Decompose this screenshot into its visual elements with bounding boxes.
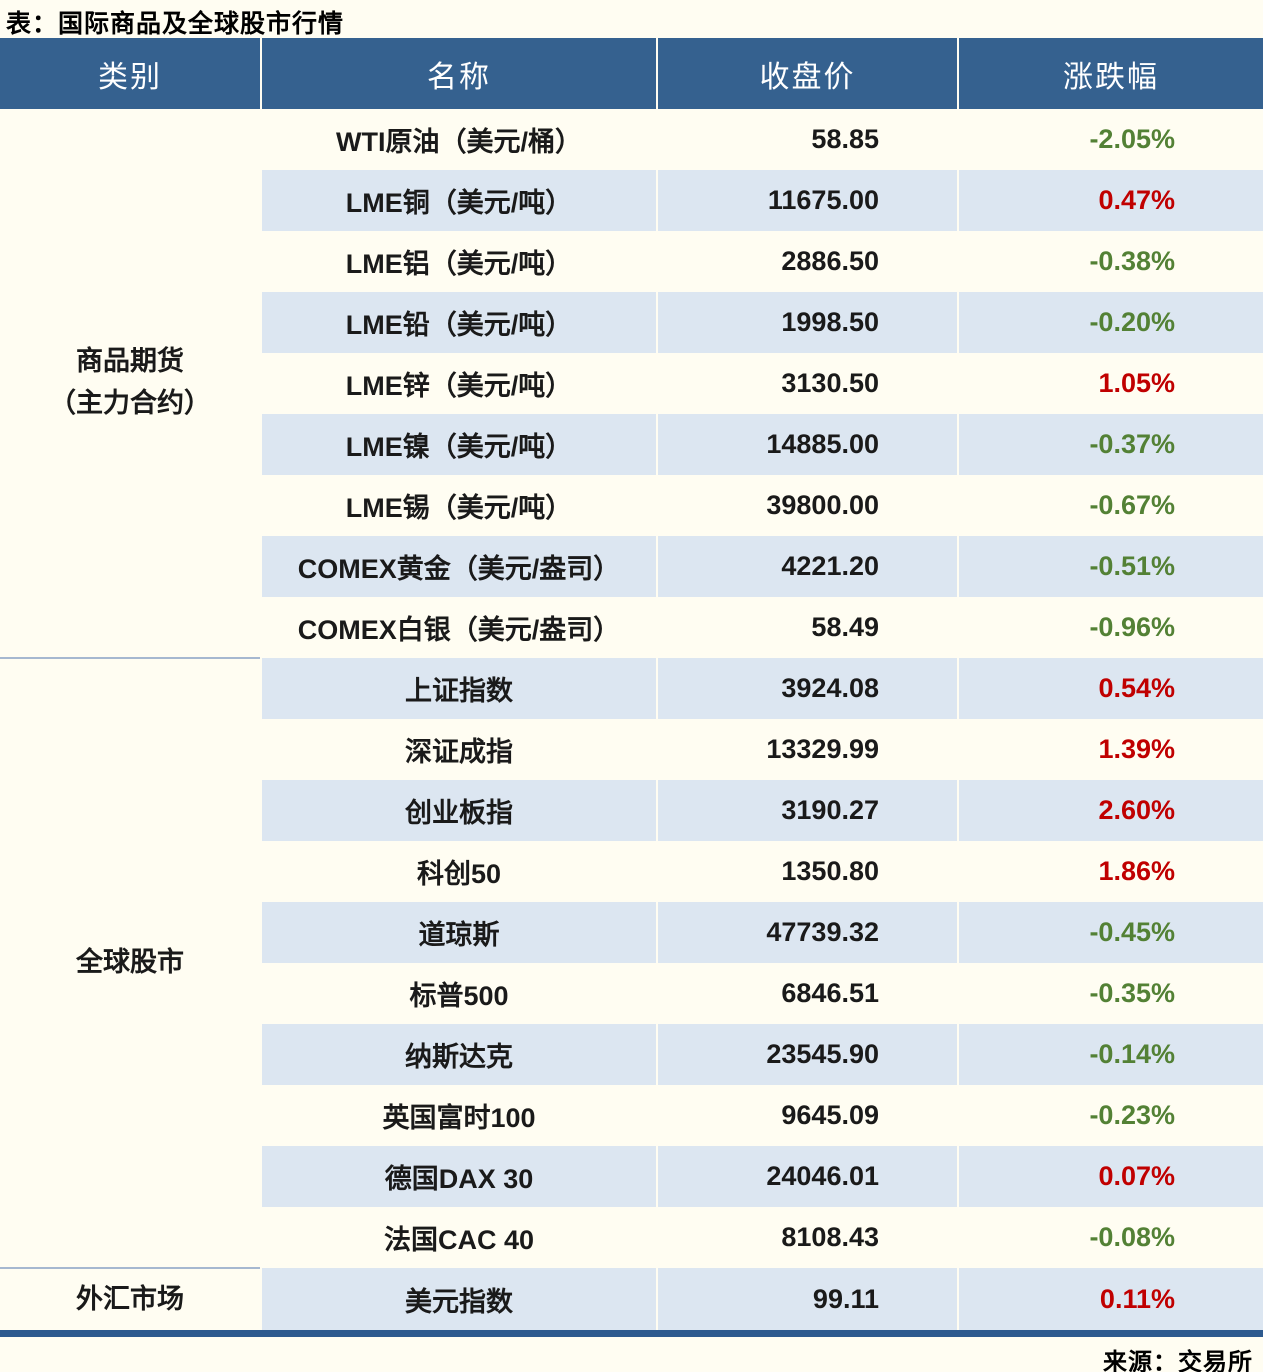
- table-row: LME铜（美元/吨） 11675.00 0.47%: [0, 170, 1263, 231]
- category-cell: 外汇市场: [0, 1267, 261, 1330]
- name-cell: 英国富时100: [260, 1085, 657, 1146]
- close-cell: 39800.00: [656, 475, 958, 536]
- change-cell: 0.54%: [957, 658, 1263, 719]
- name-cell: 纳斯达克: [260, 1024, 657, 1085]
- table-row: 道琼斯 47739.32 -0.45%: [0, 902, 1263, 963]
- table-wrap: 类别 名称 收盘价 涨跌幅 商品期货 （主力合约） WTI原油（美元/桶） 58.8…: [0, 38, 1263, 1337]
- name-cell: COMEX黄金（美元/盎司）: [260, 536, 657, 597]
- name-cell: LME镍（美元/吨）: [260, 414, 657, 475]
- name-cell: 德国DAX 30: [260, 1146, 657, 1207]
- source-note: 来源：交易所: [1103, 1349, 1253, 1372]
- table-row: 外汇市场 美元指数 99.11 0.11%: [0, 1267, 1263, 1330]
- close-cell: 14885.00: [656, 414, 958, 475]
- close-cell: 9645.09: [656, 1085, 958, 1146]
- change-cell: -0.51%: [957, 536, 1263, 597]
- name-cell: 标普500: [260, 963, 657, 1024]
- table-row: LME铝（美元/吨） 2886.50 -0.38%: [0, 231, 1263, 292]
- table-row: 法国CAC 40 8108.43 -0.08%: [0, 1207, 1263, 1268]
- close-cell: 3130.50: [656, 353, 958, 414]
- name-cell: 美元指数: [260, 1268, 657, 1330]
- change-cell: -0.38%: [957, 231, 1263, 292]
- table-row: 科创50 1350.80 1.86%: [0, 841, 1263, 902]
- table-row: LME铅（美元/吨） 1998.50 -0.20%: [0, 292, 1263, 353]
- close-cell: 11675.00: [656, 170, 958, 231]
- category-cell: 全球股市: [0, 657, 261, 1268]
- change-cell: -0.08%: [957, 1207, 1263, 1268]
- name-cell: LME锌（美元/吨）: [260, 353, 657, 414]
- close-cell: 2886.50: [656, 231, 958, 292]
- header-cell-change: 涨跌幅: [957, 38, 1263, 109]
- change-cell: 2.60%: [957, 780, 1263, 841]
- name-cell: 法国CAC 40: [260, 1207, 657, 1268]
- close-cell: 13329.99: [656, 719, 958, 780]
- table-row: LME镍（美元/吨） 14885.00 -0.37%: [0, 414, 1263, 475]
- change-cell: 0.07%: [957, 1146, 1263, 1207]
- market-table: 类别 名称 收盘价 涨跌幅 商品期货 （主力合约） WTI原油（美元/桶） 58.8…: [0, 38, 1263, 1330]
- change-cell: -0.20%: [957, 292, 1263, 353]
- name-cell: 创业板指: [260, 780, 657, 841]
- table-row: 英国富时100 9645.09 -0.23%: [0, 1085, 1263, 1146]
- header-row: 类别 名称 收盘价 涨跌幅: [0, 38, 1263, 109]
- change-cell: -0.35%: [957, 963, 1263, 1024]
- change-cell: -0.67%: [957, 475, 1263, 536]
- change-cell: 1.05%: [957, 353, 1263, 414]
- table-body: 商品期货 （主力合约） WTI原油（美元/桶） 58.85 -2.05% LME铜（美元…: [0, 109, 1263, 1330]
- close-cell: 3924.08: [656, 658, 958, 719]
- close-cell: 99.11: [656, 1268, 958, 1330]
- header-cell-close: 收盘价: [656, 38, 958, 109]
- table-row: 纳斯达克 23545.90 -0.14%: [0, 1024, 1263, 1085]
- name-cell: 上证指数: [260, 658, 657, 719]
- table-row: 深证成指 13329.99 1.39%: [0, 719, 1263, 780]
- table-row: 标普500 6846.51 -0.35%: [0, 963, 1263, 1024]
- name-cell: LME铅（美元/吨）: [260, 292, 657, 353]
- table-row: LME锌（美元/吨） 3130.50 1.05%: [0, 353, 1263, 414]
- table-header: 类别 名称 收盘价 涨跌幅: [0, 38, 1263, 109]
- change-cell: -0.96%: [957, 597, 1263, 658]
- close-cell: 4221.20: [656, 536, 958, 597]
- change-cell: 0.11%: [957, 1268, 1263, 1330]
- name-cell: LME铝（美元/吨）: [260, 231, 657, 292]
- close-cell: 1350.80: [656, 841, 958, 902]
- name-cell: 深证成指: [260, 719, 657, 780]
- close-cell: 47739.32: [656, 902, 958, 963]
- change-cell: -0.14%: [957, 1024, 1263, 1085]
- close-cell: 1998.50: [656, 292, 958, 353]
- name-cell: LME铜（美元/吨）: [260, 170, 657, 231]
- category-cell: 商品期货 （主力合约）: [0, 109, 261, 658]
- name-cell: 科创50: [260, 841, 657, 902]
- table-row: COMEX黄金（美元/盎司） 4221.20 -0.51%: [0, 536, 1263, 597]
- close-cell: 58.49: [656, 597, 958, 658]
- name-cell: WTI原油（美元/桶）: [260, 109, 657, 170]
- table-row: 德国DAX 30 24046.01 0.07%: [0, 1146, 1263, 1207]
- table-row: 商品期货 （主力合约） WTI原油（美元/桶） 58.85 -2.05%: [0, 109, 1263, 658]
- change-cell: -2.05%: [957, 109, 1263, 170]
- name-cell: LME锡（美元/吨）: [260, 475, 657, 536]
- change-cell: -0.37%: [957, 414, 1263, 475]
- change-cell: 0.47%: [957, 170, 1263, 231]
- close-cell: 23545.90: [656, 1024, 958, 1085]
- table-row: LME锡（美元/吨） 39800.00 -0.67%: [0, 475, 1263, 536]
- table-row: 全球股市 上证指数 3924.08 0.54%: [0, 657, 1263, 1268]
- header-cell-category: 类别: [0, 38, 261, 109]
- close-cell: 24046.01: [656, 1146, 958, 1207]
- change-cell: 1.86%: [957, 841, 1263, 902]
- table-row: COMEX白银（美元/盎司） 58.49 -0.96%: [0, 597, 1263, 658]
- change-cell: -0.23%: [957, 1085, 1263, 1146]
- close-cell: 8108.43: [656, 1207, 958, 1268]
- header-cell-name: 名称: [260, 38, 657, 109]
- change-cell: -0.45%: [957, 902, 1263, 963]
- name-cell: COMEX白银（美元/盎司）: [260, 597, 657, 658]
- close-cell: 6846.51: [656, 963, 958, 1024]
- name-cell: 道琼斯: [260, 902, 657, 963]
- close-cell: 58.85: [656, 109, 958, 170]
- change-cell: 1.39%: [957, 719, 1263, 780]
- close-cell: 3190.27: [656, 780, 958, 841]
- table-title: 表：国际商品及全球股市行情: [6, 10, 345, 38]
- table-row: 创业板指 3190.27 2.60%: [0, 780, 1263, 841]
